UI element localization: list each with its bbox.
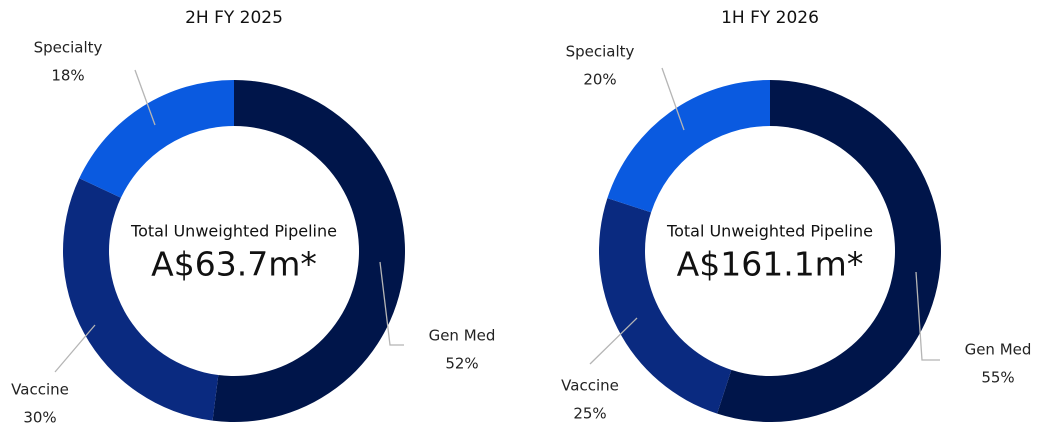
donut-segment bbox=[607, 80, 770, 213]
leader-line bbox=[661, 67, 685, 131]
category-label: Vaccine bbox=[11, 381, 69, 399]
category-label: Specialty bbox=[566, 43, 635, 61]
center-label: Total Unweighted Pipeline bbox=[666, 222, 873, 241]
value-label: 55% bbox=[981, 369, 1014, 387]
center-value: A$63.7m* bbox=[151, 245, 317, 284]
category-label: Specialty bbox=[34, 39, 103, 57]
value-label: 20% bbox=[583, 71, 616, 89]
chart-title: 1H FY 2026 bbox=[721, 8, 819, 28]
category-label: Gen Med bbox=[429, 327, 496, 345]
value-label: 18% bbox=[51, 67, 84, 85]
leader-line bbox=[54, 324, 96, 373]
chart-title: 2H FY 2025 bbox=[185, 8, 283, 28]
value-label: 25% bbox=[573, 405, 606, 423]
donut-segment bbox=[599, 198, 732, 414]
leader-line bbox=[134, 69, 156, 126]
donut-segment bbox=[717, 80, 941, 422]
leader-line bbox=[915, 271, 940, 361]
category-label: Gen Med bbox=[965, 341, 1032, 359]
value-label: 30% bbox=[23, 409, 56, 427]
donut-segment bbox=[79, 80, 235, 198]
center-label: Total Unweighted Pipeline bbox=[130, 222, 337, 241]
leader-line bbox=[379, 261, 404, 346]
leader-line bbox=[589, 317, 638, 365]
category-label: Vaccine bbox=[561, 377, 619, 395]
center-value: A$161.1m* bbox=[677, 245, 864, 284]
donut-segment bbox=[212, 80, 405, 422]
donut-segment bbox=[63, 178, 219, 421]
value-label: 52% bbox=[445, 355, 478, 373]
